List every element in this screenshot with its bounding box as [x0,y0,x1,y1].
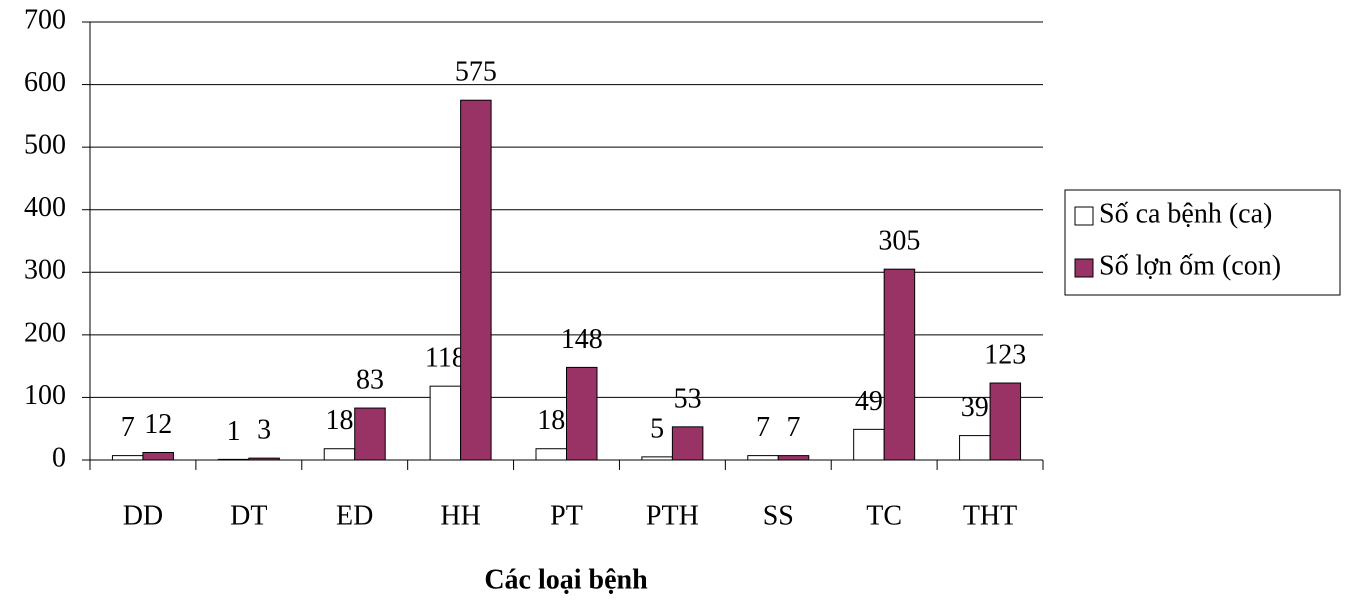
data-label: 5 [650,413,664,444]
data-label: 18 [537,405,565,436]
data-label: 123 [984,339,1026,370]
legend-label: Số ca bệnh (ca) [1099,198,1272,229]
data-label: 39 [961,392,989,423]
bar [959,435,991,461]
data-label: 575 [455,57,497,88]
bar [641,456,673,461]
data-label: 148 [561,324,603,355]
y-tick-label: 200 [24,317,66,348]
y-tick-label: 0 [52,442,66,473]
bar [671,426,704,461]
y-tick-label: 400 [24,192,66,223]
bar [111,455,144,461]
legend-swatch [1074,206,1094,226]
data-label: 49 [855,386,883,417]
data-label: 3 [257,415,271,446]
data-label: 7 [121,412,135,443]
x-tick-label: PTH [646,500,699,531]
bar [217,458,250,461]
x-tick-label: TC [866,500,902,531]
data-label: 18 [325,405,353,436]
bar [142,451,174,461]
bar [248,457,280,461]
data-label: 83 [356,364,384,395]
legend-label: Số lợn ốm (con) [1099,250,1281,281]
data-label: 118 [425,343,466,374]
x-tick-label: DT [230,500,267,531]
bar [354,407,386,461]
x-tick-label: HH [440,500,480,531]
data-label: 305 [878,226,920,257]
data-label: 53 [674,383,702,414]
bar [460,99,492,461]
x-tick-label: DD [123,500,163,531]
y-tick-label: 300 [24,255,66,286]
bar [989,382,1022,461]
legend-box [1064,189,1341,296]
bar [777,455,810,461]
y-tick-label: 600 [24,67,66,98]
x-tick-label: SS [763,500,794,531]
bar [883,268,916,461]
bar [853,428,885,461]
x-tick-label: PT [550,500,583,531]
y-tick-label: 100 [24,380,66,411]
x-tick-label: THT [963,500,1017,531]
y-tick-label: 500 [24,130,66,161]
y-tick-label: 700 [24,4,66,35]
data-label: 1 [227,416,241,447]
bar [535,448,567,461]
legend-swatch [1074,258,1094,278]
bar [747,455,779,461]
data-label: 7 [787,412,801,443]
data-label: 12 [144,409,172,440]
x-axis-title: Các loại bệnh [484,564,648,595]
bar [429,385,462,461]
bar [566,366,598,461]
x-tick-label: ED [336,500,373,531]
data-label: 7 [756,412,770,443]
bar [323,448,356,461]
